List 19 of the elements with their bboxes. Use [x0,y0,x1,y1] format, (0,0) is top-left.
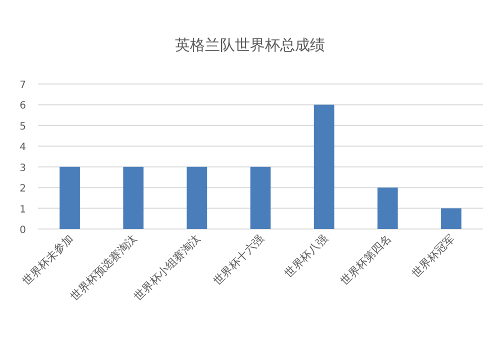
chart-title: 英格兰队世界杯总成绩 [175,36,325,54]
y-tick-label: 6 [20,100,26,112]
bar [60,166,80,229]
bar [377,188,398,229]
bar [123,166,144,229]
x-tick-label: 世界杯冠军 [409,232,458,280]
bar [314,104,334,229]
y-tick-label: 7 [20,80,26,91]
y-tick-label: 3 [20,162,26,174]
y-tick-label: 1 [20,204,26,216]
bar [250,166,271,229]
y-tick-label: 4 [20,142,26,154]
bar [186,166,208,229]
bar [441,208,462,229]
x-tick-label: 世界杯八强 [282,232,330,280]
x-tick-label: 世界杯十六强 [210,232,267,288]
y-tick-label: 5 [20,121,26,132]
y-tick-label: 2 [20,184,26,195]
x-tick-label: 世界杯第四名 [338,232,394,288]
